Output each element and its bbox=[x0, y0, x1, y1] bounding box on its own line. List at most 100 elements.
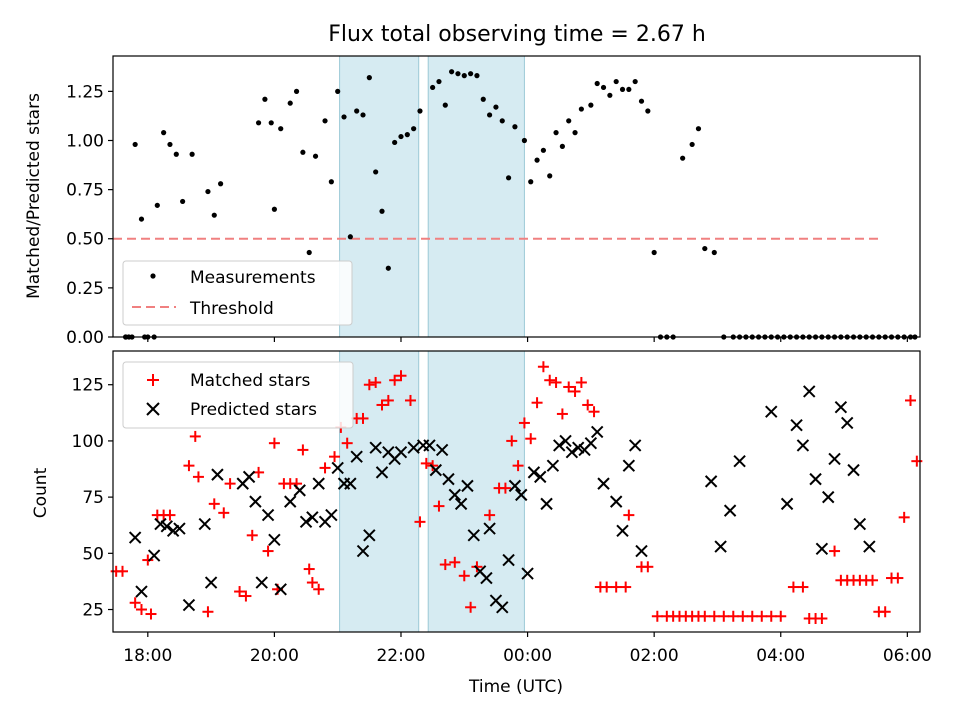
matched-star-marker bbox=[550, 376, 562, 388]
matched-star-marker bbox=[189, 430, 201, 442]
predicted-star-marker bbox=[407, 441, 420, 454]
bottom-y-axis-label: Count bbox=[31, 467, 51, 518]
predicted-star-marker bbox=[609, 495, 623, 508]
measurement-point bbox=[189, 151, 195, 157]
observing-span-2 bbox=[427, 350, 525, 633]
predicted-star-marker bbox=[559, 434, 572, 448]
predicted-star-marker bbox=[204, 576, 218, 589]
matched-star-marker bbox=[449, 556, 461, 568]
predicted-star-marker bbox=[527, 466, 541, 479]
measurement-point bbox=[218, 181, 224, 187]
measurement-point bbox=[512, 124, 518, 130]
measurement-point bbox=[534, 157, 540, 163]
measurement-point bbox=[689, 141, 695, 148]
measurement-point bbox=[341, 114, 347, 120]
predicted-star-marker bbox=[553, 439, 566, 452]
measurement-point bbox=[540, 147, 547, 153]
matched-star-marker bbox=[867, 574, 879, 586]
matched-star-marker bbox=[458, 570, 470, 582]
measurement-point bbox=[449, 69, 455, 75]
predicted-star-marker bbox=[515, 488, 528, 502]
predicted-star-marker bbox=[182, 598, 196, 612]
predicted-star-marker bbox=[435, 443, 449, 457]
measurement-point bbox=[566, 118, 572, 124]
matched-star-marker bbox=[135, 604, 147, 616]
matched-star-marker bbox=[816, 613, 828, 625]
matched-star-marker bbox=[268, 437, 280, 449]
measurement-point bbox=[132, 141, 138, 148]
measurement-point bbox=[398, 133, 404, 140]
measurement-point bbox=[493, 104, 499, 110]
predicted-star-marker bbox=[540, 497, 553, 511]
legend-measurements-marker bbox=[150, 273, 156, 279]
predicted-star-marker bbox=[480, 571, 493, 585]
predicted-star-marker bbox=[135, 585, 148, 598]
y-tick-label: 25 bbox=[82, 601, 104, 621]
measurement-point bbox=[711, 249, 717, 256]
measurement-point bbox=[572, 130, 578, 136]
predicted-star-marker bbox=[847, 463, 860, 477]
x-tick-label: 22:00 bbox=[376, 646, 425, 666]
predicted-star-marker bbox=[502, 553, 515, 567]
matched-star-marker bbox=[563, 381, 575, 393]
matched-star-marker bbox=[192, 471, 204, 483]
predicted-star-marker bbox=[809, 472, 822, 486]
measurement-point bbox=[613, 78, 619, 85]
matched-star-marker bbox=[145, 608, 157, 620]
matched-star-marker bbox=[420, 457, 432, 469]
predicted-star-marker bbox=[423, 439, 436, 452]
measurement-point bbox=[607, 92, 613, 98]
measurement-point bbox=[430, 84, 436, 91]
bottom-y-ticks: 25 50 75 100 125 bbox=[72, 376, 113, 621]
x-axis-label: Time (UTC) bbox=[468, 677, 563, 697]
predicted-star-marker bbox=[803, 385, 816, 398]
predicted-star-marker bbox=[442, 472, 455, 486]
matched-star-marker bbox=[303, 563, 315, 575]
measurement-point bbox=[322, 118, 328, 124]
predicted-star-marker bbox=[461, 479, 474, 493]
matched-star-marker bbox=[164, 509, 176, 521]
measurement-point bbox=[417, 108, 423, 114]
predicted-star-marker bbox=[534, 470, 547, 484]
measurement-point bbox=[404, 132, 410, 138]
predicted-star-marker bbox=[331, 461, 344, 475]
legend-threshold-label: Threshold bbox=[189, 299, 274, 319]
top-panel: 0.00 0.25 0.50 0.75 1.00 1.25 Matched/Predict… bbox=[24, 55, 921, 348]
measurement-point bbox=[695, 126, 702, 132]
matched-star-marker bbox=[544, 374, 556, 386]
predicted-star-marker bbox=[584, 436, 598, 450]
y-tick-label: 75 bbox=[82, 488, 104, 508]
y-tick-label: 125 bbox=[72, 376, 104, 396]
predicted-star-marker bbox=[363, 529, 376, 542]
matched-star-marker bbox=[506, 435, 518, 447]
predicted-star-marker bbox=[312, 477, 325, 490]
matched-star-marker bbox=[297, 444, 309, 456]
measurement-point bbox=[638, 98, 645, 104]
matched-star-marker bbox=[246, 529, 258, 541]
measurement-point bbox=[268, 120, 274, 126]
matched-star-marker bbox=[718, 610, 730, 622]
matched-star-marker bbox=[787, 581, 799, 593]
top-legend: Measurements Threshold bbox=[122, 260, 353, 326]
measurement-point bbox=[553, 130, 559, 136]
bottom-axes-frame bbox=[112, 350, 921, 633]
predicted-star-marker bbox=[261, 508, 275, 522]
predicted-star-marker bbox=[350, 450, 363, 463]
measurement-point bbox=[154, 202, 160, 208]
matched-star-marker bbox=[756, 610, 768, 622]
matched-star-marker bbox=[727, 610, 739, 622]
matched-star-marker bbox=[313, 583, 325, 595]
measurement-point bbox=[505, 175, 512, 181]
measurement-point bbox=[306, 249, 312, 256]
matched-star-marker bbox=[898, 511, 910, 523]
predicted-star-marker bbox=[616, 524, 629, 538]
predicted-star-marker bbox=[128, 531, 142, 544]
predicted-star-marker bbox=[198, 517, 211, 531]
matched-star-marker bbox=[537, 361, 549, 373]
matched-star-marker bbox=[601, 581, 613, 593]
measurement-point bbox=[287, 100, 293, 106]
predicted-star-marker bbox=[863, 540, 876, 553]
predicted-star-marker bbox=[268, 533, 281, 547]
matched-star-marker bbox=[376, 399, 388, 411]
top-shaded-spans bbox=[339, 55, 525, 338]
